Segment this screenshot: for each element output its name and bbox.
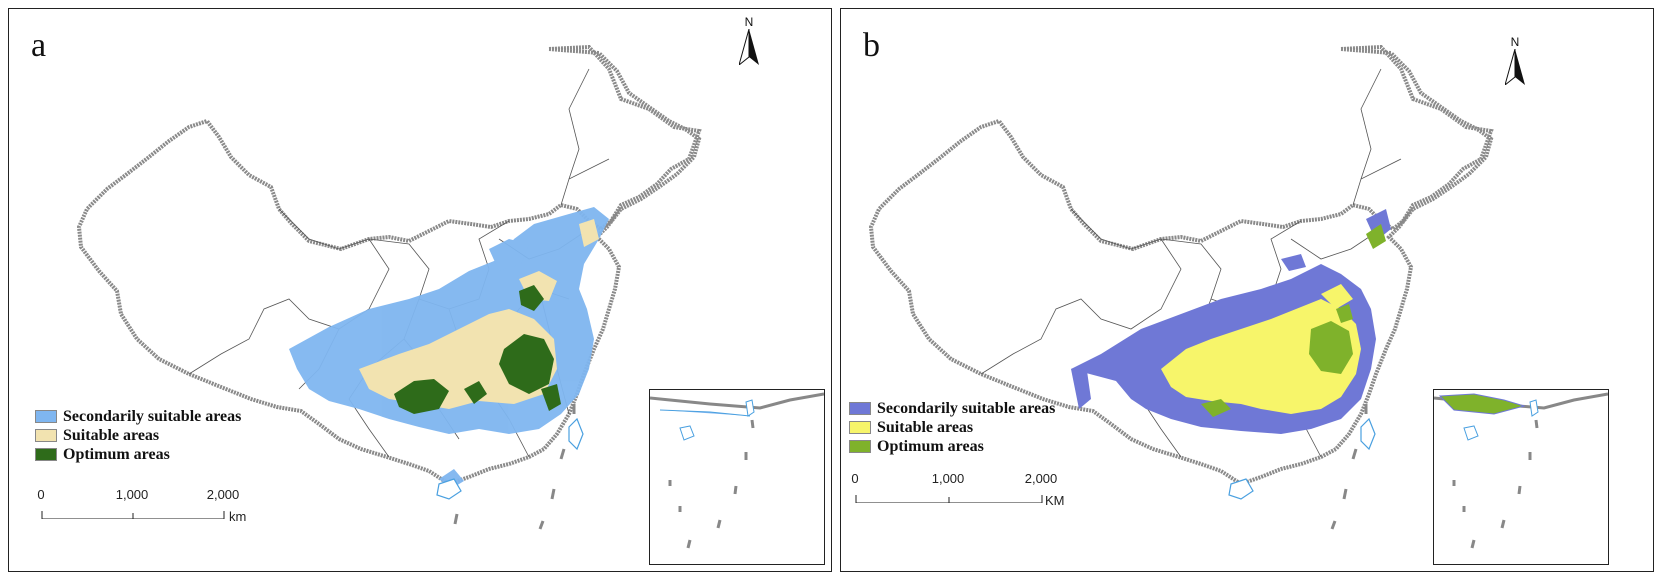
inset-map xyxy=(1433,392,1609,549)
north-label: N xyxy=(1510,35,1520,49)
legend-swatch xyxy=(849,421,871,434)
hainan-island xyxy=(1228,478,1254,500)
north-label: N xyxy=(744,15,754,29)
legend-item: Secondarily suitable areas xyxy=(35,407,241,426)
scale-line xyxy=(41,511,225,519)
hainan-island xyxy=(436,478,462,500)
legend-b: Secondarily suitable areas Suitable area… xyxy=(849,399,1055,456)
north-arrow-icon xyxy=(738,28,759,67)
south-china-sea-inset-a xyxy=(649,389,825,565)
legend-label: Secondarily suitable areas xyxy=(877,399,1056,417)
south-china-sea-inset-b xyxy=(1433,389,1609,565)
legend-swatch xyxy=(35,448,57,461)
scale-tick: 2,000 xyxy=(1024,471,1058,486)
scale-tick: 0 xyxy=(851,471,859,486)
legend-label: Suitable areas xyxy=(877,418,974,436)
north-arrow-icon xyxy=(1504,48,1525,87)
scale-tick: 1,000 xyxy=(931,471,965,486)
scale-tick: 2,000 xyxy=(206,487,240,502)
suitable-region xyxy=(1161,284,1361,414)
optimum-region xyxy=(394,285,561,414)
legend-item: Suitable areas xyxy=(35,426,241,445)
panel-label-b: b xyxy=(863,27,880,64)
scale-bar-a: 0 1,000 2,000 km xyxy=(37,487,261,527)
scale-tick: 1,000 xyxy=(115,487,149,502)
nine-dash-line xyxy=(453,404,576,530)
legend-item: Optimum areas xyxy=(849,437,1055,456)
panel-label-a: a xyxy=(31,27,47,64)
legend-swatch xyxy=(849,440,871,453)
map-panel-b: b N Secondarily suitable areas Suitable … xyxy=(840,8,1654,572)
legend-swatch xyxy=(35,410,57,423)
north-arrow-a: N xyxy=(738,15,759,68)
scale-bar-b: 0 1,000 2,000 KM xyxy=(851,471,1075,511)
scale-unit: km xyxy=(229,509,247,524)
legend-label: Optimum areas xyxy=(877,437,984,455)
legend-swatch xyxy=(849,402,871,415)
legend-item: Secondarily suitable areas xyxy=(849,399,1055,418)
legend-item: Suitable areas xyxy=(849,418,1055,437)
legend-swatch xyxy=(35,429,57,442)
north-arrow-b: N xyxy=(1504,35,1525,88)
china-map-b xyxy=(868,44,1494,530)
taiwan-island xyxy=(1360,417,1376,451)
map-panel-a: a N Secondarily suitable areas Suitable … xyxy=(8,8,832,572)
nine-dash-line xyxy=(1330,404,1368,530)
taiwan-island xyxy=(568,417,584,451)
legend-label: Secondarily suitable areas xyxy=(63,407,242,425)
china-map-a xyxy=(76,44,702,530)
optimum-region xyxy=(1201,224,1386,417)
legend-label: Suitable areas xyxy=(63,426,160,444)
legend-label: Optimum areas xyxy=(63,445,170,463)
scale-line xyxy=(855,495,1043,503)
scale-unit: KM xyxy=(1045,493,1065,508)
legend-a: Secondarily suitable areas Suitable area… xyxy=(35,407,241,464)
inset-map xyxy=(649,392,825,549)
legend-item: Optimum areas xyxy=(35,445,241,464)
scale-tick: 0 xyxy=(37,487,45,502)
